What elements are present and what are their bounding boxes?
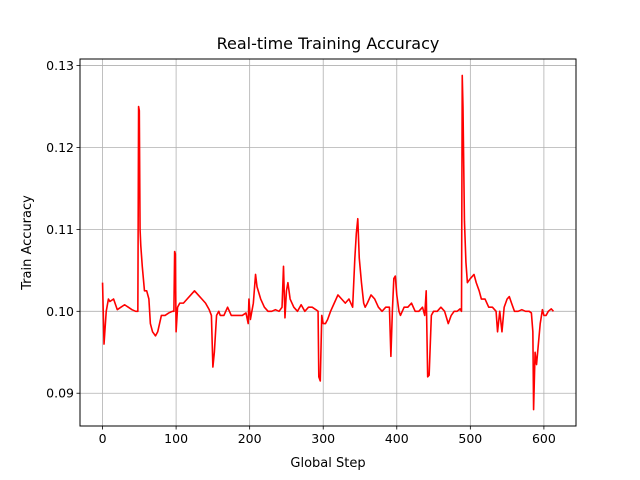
plot-area [101, 74, 555, 411]
x-tick-label: 300 [311, 431, 335, 446]
chart-title: Real-time Training Accuracy [217, 34, 440, 53]
x-tick-label: 400 [385, 431, 409, 446]
y-tick-label: 0.13 [46, 58, 74, 73]
x-tick-label: 0 [99, 431, 107, 446]
grid [80, 59, 576, 426]
y-tick-label: 0.12 [46, 140, 74, 155]
x-tick-label: 100 [164, 431, 188, 446]
y-axis-label: Train Accuracy [20, 195, 35, 291]
axes-frame [79, 58, 577, 427]
x-tick-label: 500 [458, 431, 482, 446]
y-tick-label: 0.09 [46, 386, 74, 401]
data-line [101, 74, 555, 411]
y-tick-label: 0.10 [46, 304, 74, 319]
ticks: 0 100 200 300 400 500 600 0.09 0.10 0.11 0.12 0.13 [46, 58, 556, 446]
x-tick-label: 200 [238, 431, 262, 446]
x-tick-label: 600 [532, 431, 556, 446]
y-tick-label: 0.11 [46, 222, 74, 237]
x-axis-label: Global Step [290, 456, 365, 471]
